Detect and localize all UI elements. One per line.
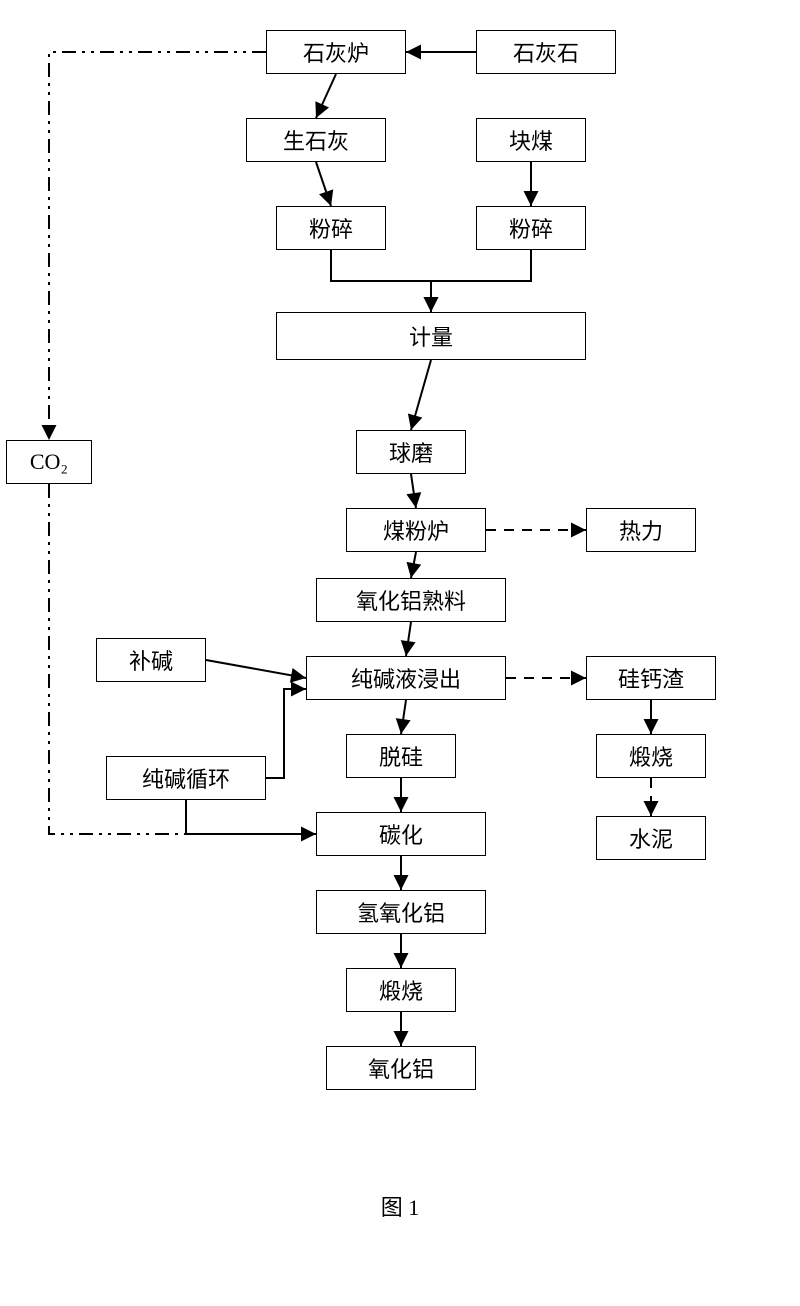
- edge-measure-ball_mill: [411, 360, 431, 430]
- edge-crush_r-measure: [431, 250, 531, 312]
- node-heat: 热力: [586, 508, 696, 552]
- edge-soda_cycle-soda_leach: [266, 689, 306, 778]
- flowchart-canvas: 石灰炉 石灰石生石灰 块煤粉碎 粉碎计量球磨煤粉炉 热力氧化铝熟料补碱 纯碱液浸出 硅钙渣脱…: [0, 0, 800, 1306]
- edge-soda_supp-soda_leach: [206, 660, 306, 678]
- edge-carbonation-soda_cycle: [186, 800, 316, 834]
- node-measure: 计量: [276, 312, 586, 360]
- node-al_hydroxide: 氢氧化铝: [316, 890, 486, 934]
- edge-crush_l-measure: [331, 250, 431, 312]
- node-crush_l: 粉碎: [276, 206, 386, 250]
- edge-ball_mill-coal_furnace: [411, 474, 416, 508]
- edge-lime_kiln-quicklime: [316, 74, 336, 118]
- node-cement: 水泥: [596, 816, 706, 860]
- edge-coal_furnace-clinker: [411, 552, 416, 578]
- node-clinker: 氧化铝熟料: [316, 578, 506, 622]
- node-co2: CO₂: [6, 440, 92, 484]
- node-soda_cycle: 纯碱循环: [106, 756, 266, 800]
- edge-lime_kiln-co2: [49, 52, 266, 440]
- node-lime_kiln: 石灰炉: [266, 30, 406, 74]
- node-limestone: 石灰石: [476, 30, 616, 74]
- node-lump_coal: 块煤: [476, 118, 586, 162]
- node-calcine_b: 煅烧: [346, 968, 456, 1012]
- node-calcine_r: 煅烧: [596, 734, 706, 778]
- edge-quicklime-crush_l: [316, 162, 331, 206]
- edge-soda_leach-desilication: [401, 700, 406, 734]
- node-alumina: 氧化铝: [326, 1046, 476, 1090]
- node-quicklime: 生石灰: [246, 118, 386, 162]
- node-desilication: 脱硅: [346, 734, 456, 778]
- node-soda_supp: 补碱: [96, 638, 206, 682]
- node-ball_mill: 球磨: [356, 430, 466, 474]
- node-coal_furnace: 煤粉炉: [346, 508, 486, 552]
- edge-clinker-soda_leach: [406, 622, 411, 656]
- figure-caption: 图 1: [0, 1190, 800, 1222]
- node-sica_slag: 硅钙渣: [586, 656, 716, 700]
- node-carbonation: 碳化: [316, 812, 486, 856]
- node-soda_leach: 纯碱液浸出: [306, 656, 506, 700]
- node-crush_r: 粉碎: [476, 206, 586, 250]
